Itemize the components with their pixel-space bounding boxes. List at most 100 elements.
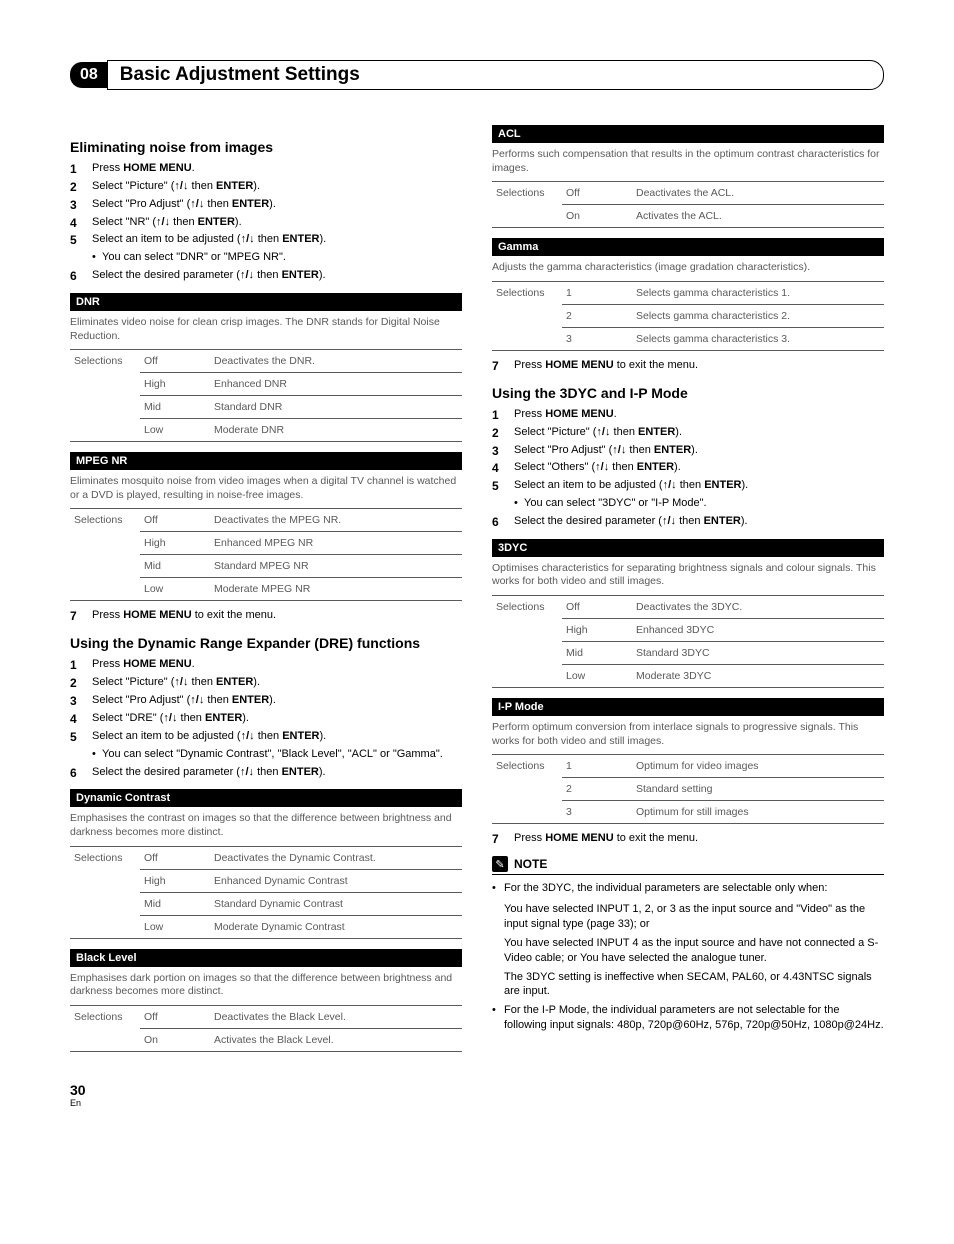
step-item: 5Select an item to be adjusted (↑/↓ then…: [492, 478, 884, 493]
text: ENTER: [282, 233, 319, 245]
text: ).: [741, 479, 748, 491]
cell: Off: [140, 846, 210, 869]
text: Select "Others" (: [514, 461, 595, 473]
cell: Selections: [492, 182, 562, 205]
step-number: 6: [492, 514, 499, 530]
cell: Off: [140, 1005, 210, 1028]
note-para: You have selected INPUT 1, 2, or 3 as th…: [504, 902, 884, 932]
text: ).: [674, 461, 681, 473]
table-row: SelectionsOffDeactivates the Black Level…: [70, 1005, 462, 1028]
step-number: 2: [70, 675, 77, 691]
cell: Selections: [70, 1005, 140, 1028]
cell: Activates the ACL.: [632, 205, 884, 228]
step-item: 1Press HOME MENU.: [492, 407, 884, 422]
right-column: ACL Performs such compensation that resu…: [492, 125, 884, 1052]
step-item: 2Select "Picture" (↑/↓ then ENTER).: [70, 675, 462, 690]
cell: Standard MPEG NR: [210, 555, 462, 578]
cell: [492, 619, 562, 642]
table-row: MidStandard MPEG NR: [70, 555, 462, 578]
bar-dyn: Dynamic Contrast: [70, 789, 462, 807]
table-row: HighEnhanced MPEG NR: [70, 532, 462, 555]
cell: [492, 665, 562, 688]
cell: Enhanced MPEG NR: [210, 532, 462, 555]
table-row: OnActivates the ACL.: [492, 205, 884, 228]
text: ).: [691, 444, 698, 456]
cell: 1: [562, 755, 632, 778]
table-row: SelectionsOffDeactivates the Dynamic Con…: [70, 846, 462, 869]
step-item: 6Select the desired parameter (↑/↓ then …: [70, 765, 462, 780]
note-list: For the 3DYC, the individual parameters …: [492, 881, 884, 896]
sub-bullet: You can select "DNR" or "MPEG NR".: [102, 250, 462, 265]
text: .: [192, 658, 195, 670]
text: Press: [514, 359, 545, 371]
arrow-icon: ↑/↓: [241, 233, 255, 245]
sub-bullet: You can select "Dynamic Contrast", "Blac…: [102, 747, 462, 762]
text: Select the desired parameter (: [92, 269, 240, 281]
cell: Standard DNR: [210, 396, 462, 419]
text: ).: [253, 676, 260, 688]
step-item: 6Select the desired parameter (↑/↓ then …: [70, 268, 462, 283]
sub-bullet: You can select "3DYC" or "I-P Mode".: [524, 496, 884, 511]
text: ).: [269, 198, 276, 210]
cell: Enhanced DNR: [210, 373, 462, 396]
step-item: 2Select "Picture" (↑/↓ then ENTER).: [70, 179, 462, 194]
arrow-icon: ↑/↓: [662, 515, 676, 527]
text: Press: [92, 609, 123, 621]
text: Select an item to be adjusted (: [514, 479, 663, 491]
desc: Adjusts the gamma characteristics (image…: [492, 261, 884, 275]
text: then: [255, 730, 283, 742]
chapter-header: 08 Basic Adjustment Settings: [70, 60, 884, 90]
step-number: 3: [70, 197, 77, 213]
cell: Mid: [140, 892, 210, 915]
text: ).: [319, 766, 326, 778]
cell: [492, 642, 562, 665]
note-header: ✎ NOTE: [492, 856, 884, 875]
step-item: 4Select "Others" (↑/↓ then ENTER).: [492, 460, 884, 475]
cell: Enhanced 3DYC: [632, 619, 884, 642]
text: ENTER: [282, 269, 319, 281]
text: Press: [514, 408, 545, 420]
table-row: SelectionsOffDeactivates the 3DYC.: [492, 596, 884, 619]
text: ENTER: [704, 479, 741, 491]
chapter-number: 08: [70, 62, 108, 88]
cell: Standard setting: [632, 778, 884, 801]
arrow-icon: ↑/↓: [240, 766, 254, 778]
text: ENTER: [638, 426, 675, 438]
step-item: 4Select "DRE" (↑/↓ then ENTER).: [70, 711, 462, 726]
cell: Selections: [492, 281, 562, 304]
text: ENTER: [205, 712, 242, 724]
text: ).: [319, 233, 326, 245]
bar-mpeg: MPEG NR: [70, 452, 462, 470]
text: ENTER: [232, 694, 269, 706]
step-item: 6Select the desired parameter (↑/↓ then …: [492, 514, 884, 529]
step-item: 5Select an item to be adjusted (↑/↓ then…: [70, 729, 462, 744]
text: HOME MENU: [545, 832, 613, 844]
cell: 3: [562, 327, 632, 350]
cell: Mid: [140, 555, 210, 578]
step-number: 3: [70, 693, 77, 709]
table-row: OnActivates the Black Level.: [70, 1028, 462, 1051]
note-icon: ✎: [492, 856, 508, 872]
table-row: HighEnhanced DNR: [70, 373, 462, 396]
cell: 1: [562, 281, 632, 304]
step-number: 1: [70, 161, 77, 177]
table-row: SelectionsOffDeactivates the ACL.: [492, 182, 884, 205]
cell: On: [140, 1028, 210, 1051]
text: Select an item to be adjusted (: [92, 233, 241, 245]
desc: Optimises characteristics for separating…: [492, 562, 884, 589]
step-item: 3Select "Pro Adjust" (↑/↓ then ENTER).: [492, 443, 884, 458]
table-mpeg: SelectionsOffDeactivates the MPEG NR.Hig…: [70, 508, 462, 601]
desc: Perform optimum conversion from interlac…: [492, 721, 884, 748]
text: ENTER: [198, 216, 235, 228]
cell: Standard 3DYC: [632, 642, 884, 665]
cell: Deactivates the MPEG NR.: [210, 509, 462, 532]
desc: Emphasises the contrast on images so tha…: [70, 812, 462, 839]
bar-ip: I-P Mode: [492, 698, 884, 716]
text: then: [610, 426, 638, 438]
desc: Emphasises dark portion on images so tha…: [70, 972, 462, 999]
arrow-icon: ↑/↓: [190, 198, 204, 210]
arrow-icon: ↑/↓: [156, 216, 170, 228]
table-row: Selections1Optimum for video images: [492, 755, 884, 778]
arrow-icon: ↑/↓: [663, 479, 677, 491]
cell: Moderate Dynamic Contrast: [210, 915, 462, 938]
